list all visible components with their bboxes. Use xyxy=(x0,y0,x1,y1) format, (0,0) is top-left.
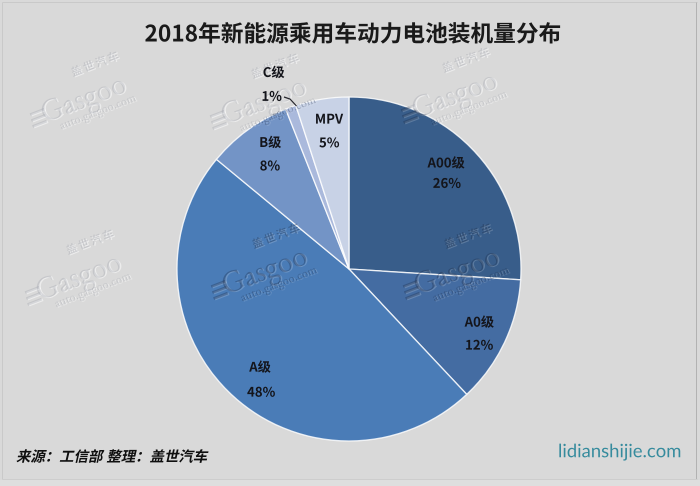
label-b-text xyxy=(260,135,282,149)
label-mpv-text xyxy=(316,113,344,124)
label-a0-text xyxy=(464,315,494,328)
watermark xyxy=(18,49,139,143)
leader-line-c xyxy=(283,96,297,107)
watermark xyxy=(17,49,139,143)
value-a-text xyxy=(247,386,275,397)
value-c-text xyxy=(262,90,282,102)
chart-title-text xyxy=(145,21,561,44)
slice-labels xyxy=(247,65,494,397)
pie-slice-a0[interactable] xyxy=(348,268,522,396)
label-a-text xyxy=(249,360,271,373)
pie-chart xyxy=(176,96,522,442)
watermark xyxy=(13,227,134,321)
value-b-text xyxy=(260,160,280,171)
source-note-text xyxy=(16,449,209,463)
value-a0-text xyxy=(466,339,493,350)
label-c-text xyxy=(263,65,285,79)
value-mpv-text xyxy=(319,137,340,148)
website-text xyxy=(559,443,681,461)
frame-bottom-band xyxy=(0,480,700,486)
watermark xyxy=(12,227,134,321)
label-a00-text xyxy=(427,156,465,169)
pie-slice-a[interactable] xyxy=(176,158,468,442)
value-a00-text xyxy=(433,177,461,189)
pie-slice-a00[interactable] xyxy=(348,96,522,281)
